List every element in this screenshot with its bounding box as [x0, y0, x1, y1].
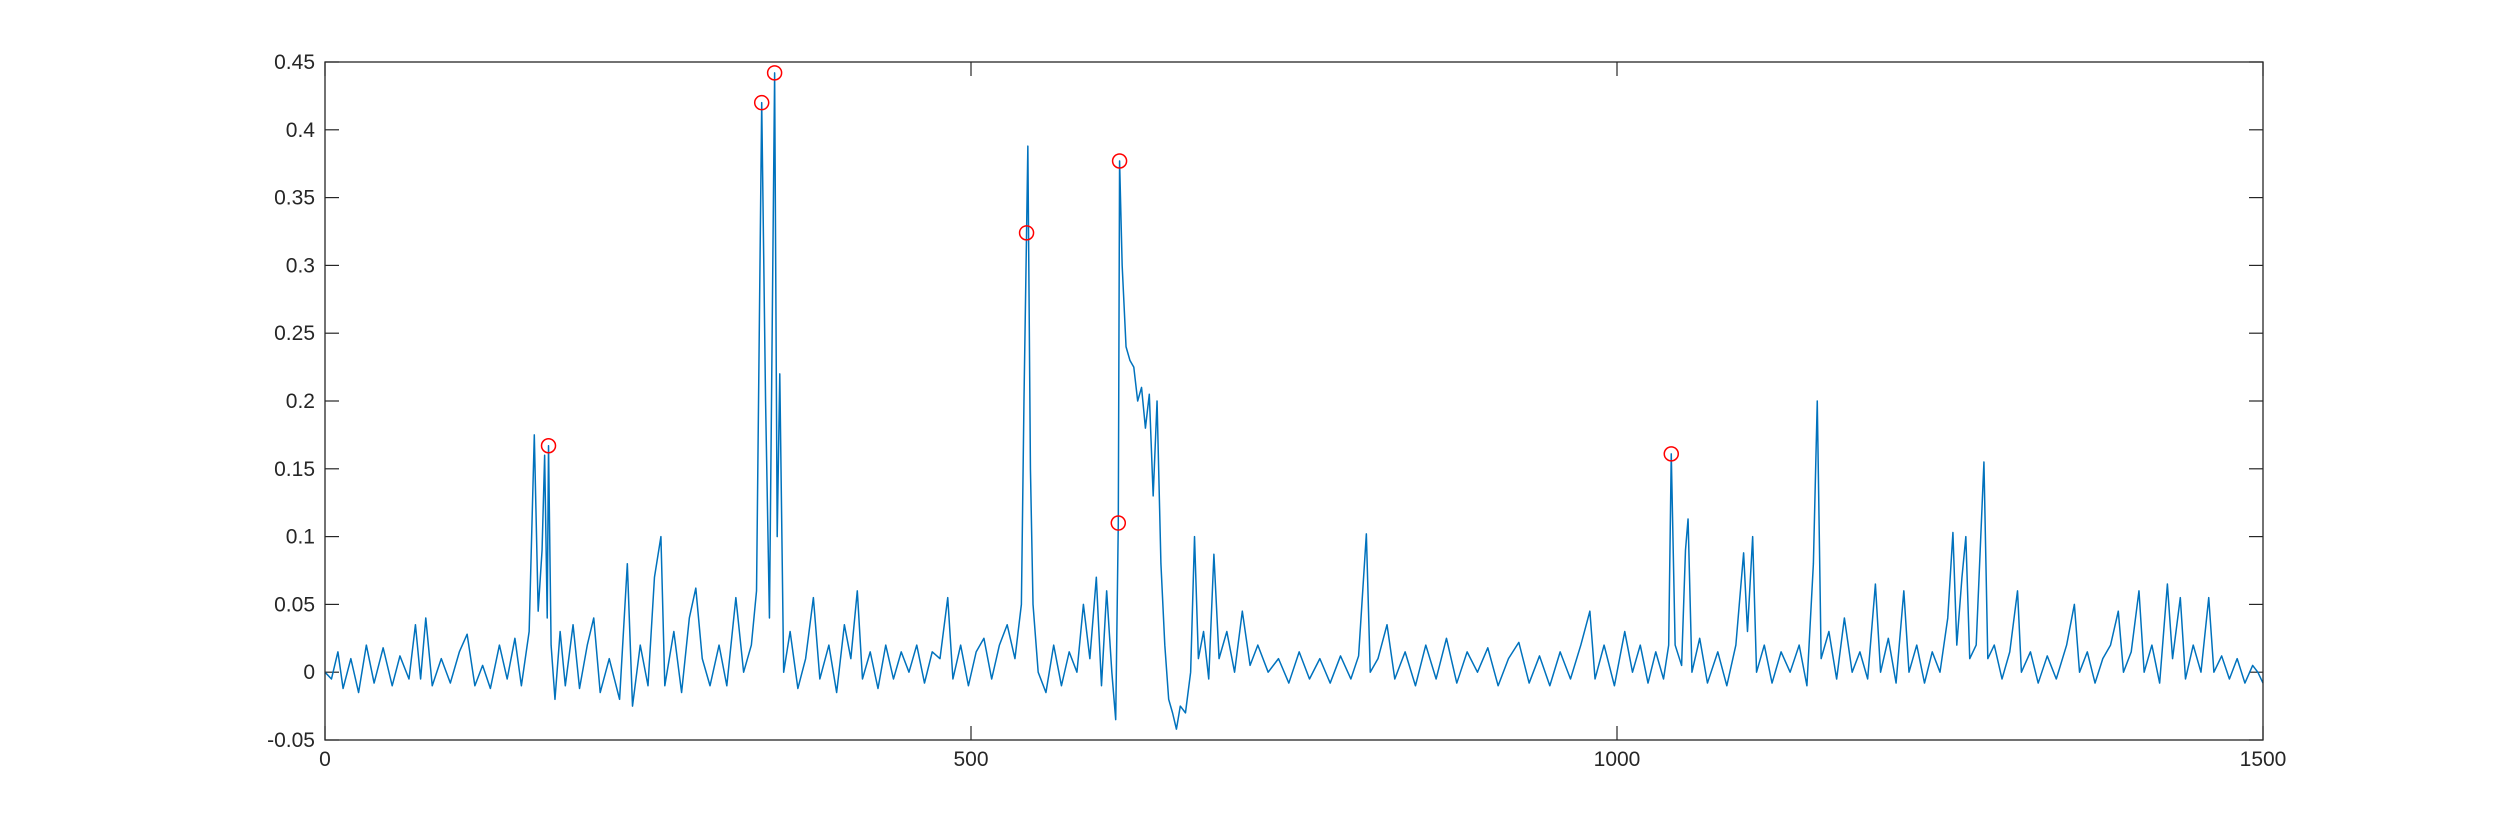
peak-marker	[753, 94, 770, 111]
y-tick-label: 0	[303, 661, 315, 684]
y-tick-label: 0.2	[286, 390, 315, 413]
axes-box	[324, 61, 2264, 741]
peak-marker	[1018, 225, 1035, 241]
plot-area	[325, 62, 2263, 740]
peak-marker	[1111, 153, 1128, 169]
signal-line	[324, 72, 2264, 730]
y-tick-label: 0.05	[274, 593, 315, 616]
y-tick-label: 0.1	[286, 526, 315, 549]
peak-marker	[766, 65, 783, 81]
x-tick-label: 500	[953, 748, 988, 771]
peak-marker	[1663, 446, 1680, 462]
peak-marker	[1110, 515, 1127, 531]
y-tick-label: -0.05	[267, 729, 315, 752]
x-tick-label: 0	[319, 748, 331, 771]
y-tick-label: 0.45	[274, 51, 315, 74]
x-tick-label: 1500	[2240, 748, 2287, 771]
y-tick-label: 0.4	[286, 119, 316, 142]
y-tick-label: 0.3	[286, 254, 315, 277]
y-tick-label: 0.25	[274, 322, 315, 345]
y-tick-label: 0.35	[274, 187, 315, 210]
x-tick-label: 1000	[1594, 748, 1641, 771]
peak-marker	[540, 437, 557, 454]
y-tick-label: 0.15	[274, 458, 315, 481]
